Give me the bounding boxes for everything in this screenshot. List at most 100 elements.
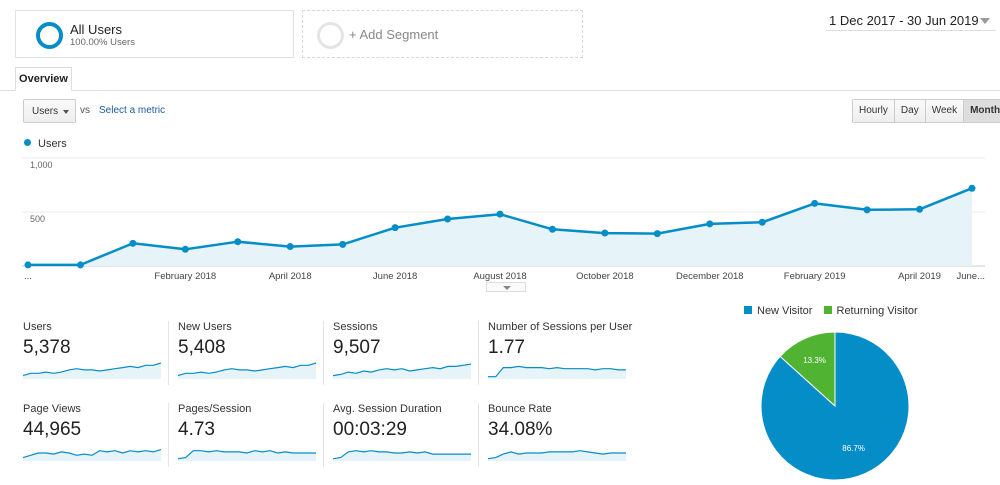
metric-value: 00:03:29 — [333, 419, 407, 440]
metric-label: Number of Sessions per User — [488, 321, 633, 333]
sparkline-fill — [178, 450, 316, 461]
add-segment-button[interactable]: + Add Segment — [302, 10, 583, 58]
metric-value: 34.08% — [488, 419, 553, 440]
users-data-point[interactable] — [601, 229, 609, 237]
x-tick-label: February 2018 — [154, 271, 216, 282]
legend-label-users: Users — [38, 138, 67, 150]
metric-tile-users[interactable]: Users 5,378 — [22, 321, 169, 385]
metric-value: 9,507 — [333, 337, 381, 358]
sparkline-line — [22, 362, 162, 377]
metric-value: 5,378 — [23, 337, 71, 358]
metric-label: New Users — [178, 321, 232, 333]
metric-tile-pages-session[interactable]: Pages/Session 4.73 — [177, 403, 324, 467]
metric-dropdown-value: Users — [32, 106, 59, 117]
segment-subtitle: 100.00% Users — [70, 37, 135, 48]
day-button[interactable]: Day — [894, 100, 926, 122]
sparkline-line — [487, 450, 626, 460]
metric-sparkline — [177, 362, 317, 379]
metric-tile-new-users[interactable]: New Users 5,408 — [177, 321, 324, 385]
empty-segment-ring-icon — [317, 22, 344, 49]
sparkline-fill — [23, 363, 161, 379]
users-data-point[interactable] — [811, 199, 819, 207]
metric-tile-number-of-sessions-per-user[interactable]: Number of Sessions per User 1.77 — [488, 321, 634, 385]
sparkline-fill — [488, 450, 626, 461]
users-data-point[interactable] — [916, 205, 924, 213]
legend-returning-visitor: Returning Visitor — [836, 305, 918, 317]
metric-value: 44,965 — [23, 419, 82, 440]
users-data-point[interactable] — [863, 206, 871, 214]
users-data-point[interactable] — [706, 220, 714, 228]
collapse-chart-handle[interactable] — [486, 282, 526, 292]
x-tick-label: April 2019 — [898, 271, 941, 282]
metric-tile-sessions[interactable]: Sessions 9,507 — [332, 321, 479, 385]
users-area-fill — [28, 188, 972, 266]
users-data-point[interactable] — [391, 224, 399, 232]
x-tick-label: ... — [24, 271, 32, 282]
metric-value: 1.77 — [488, 337, 525, 358]
x-tick-label: February 2019 — [784, 271, 846, 282]
metric-sparkline — [332, 450, 471, 461]
metric-tile-avg-session-duration[interactable]: Avg. Session Duration 00:03:29 — [332, 403, 479, 467]
sparkline-fill — [333, 450, 471, 461]
tab-overview[interactable]: Overview — [15, 67, 72, 91]
metric-label: Bounce Rate — [488, 403, 552, 415]
x-tick-label: December 2018 — [676, 271, 744, 282]
segment-all-users[interactable]: All Users 100.00% Users — [15, 10, 294, 58]
metric-sparkline — [22, 449, 162, 461]
users-data-point[interactable] — [129, 239, 137, 247]
tab-bar-divider — [0, 90, 1000, 91]
month-button[interactable]: Month — [964, 100, 1000, 122]
users-data-point[interactable] — [496, 210, 504, 218]
legend-new-visitor: New Visitor — [757, 305, 813, 317]
new-visitor-swatch — [744, 306, 752, 314]
visitor-type-pie-chart: 86.7% 13.3% — [760, 331, 910, 481]
users-data-point[interactable] — [339, 240, 347, 248]
segment-ring-icon — [36, 22, 63, 49]
metric-label: Pages/Session — [178, 403, 252, 415]
sparkline-line — [177, 362, 317, 377]
users-data-point[interactable] — [76, 261, 84, 269]
users-data-point[interactable] — [548, 225, 556, 233]
sparkline-line — [332, 363, 472, 377]
users-data-point[interactable] — [758, 218, 766, 226]
date-range-text: 1 Dec 2017 - 30 Jun 2019 — [829, 13, 979, 28]
users-line-chart: 1,000 500... February 2018 April 2018 June 2… — [22, 157, 985, 282]
hourly-button[interactable]: Hourly — [853, 100, 895, 122]
metric-sparkline — [332, 363, 472, 379]
sparkline-line — [488, 365, 626, 378]
segment-title: All Users — [70, 22, 123, 37]
metric-label: Sessions — [333, 321, 378, 333]
chevron-down-icon — [63, 110, 69, 114]
users-data-point[interactable] — [968, 184, 976, 192]
metric-dropdown[interactable]: Users — [23, 99, 76, 123]
metric-label: Users — [23, 321, 52, 333]
sparkline-fill — [333, 364, 471, 379]
metric-label: Page Views — [23, 403, 81, 415]
pie-slice-returning-visitor[interactable] — [779, 331, 836, 408]
users-data-point[interactable] — [181, 245, 189, 253]
x-tick-label: June 2018 — [373, 271, 417, 282]
week-button[interactable]: Week — [925, 100, 965, 122]
pie-slice-label: 86.7% — [842, 444, 865, 453]
add-segment-label: + Add Segment — [349, 27, 439, 42]
users-data-point[interactable] — [444, 215, 452, 223]
pie-slice-label: 13.3% — [803, 356, 826, 365]
date-range-picker[interactable]: 1 Dec 2017 - 30 Jun 2019 — [826, 11, 996, 31]
metric-tile-page-views[interactable]: Page Views 44,965 — [22, 403, 169, 467]
x-tick-label: June... — [956, 271, 985, 282]
x-tick-label: April 2018 — [269, 271, 312, 282]
select-metric-link[interactable]: Select a metric — [99, 105, 166, 116]
metric-sparkline — [22, 362, 162, 379]
vs-label: vs — [80, 105, 90, 116]
metric-value: 5,408 — [178, 337, 226, 358]
metric-sparkline — [488, 365, 626, 379]
users-data-point[interactable] — [24, 261, 32, 269]
y-tick-label: 500 — [30, 214, 45, 224]
sparkline-line — [332, 450, 471, 460]
users-data-point[interactable] — [234, 238, 242, 246]
sparkline-line — [177, 450, 316, 460]
pie-legend: New Visitor Returning Visitor — [744, 305, 918, 317]
users-data-point[interactable] — [653, 230, 661, 238]
users-data-point[interactable] — [286, 243, 294, 251]
metric-tile-bounce-rate[interactable]: Bounce Rate 34.08% — [487, 403, 634, 467]
